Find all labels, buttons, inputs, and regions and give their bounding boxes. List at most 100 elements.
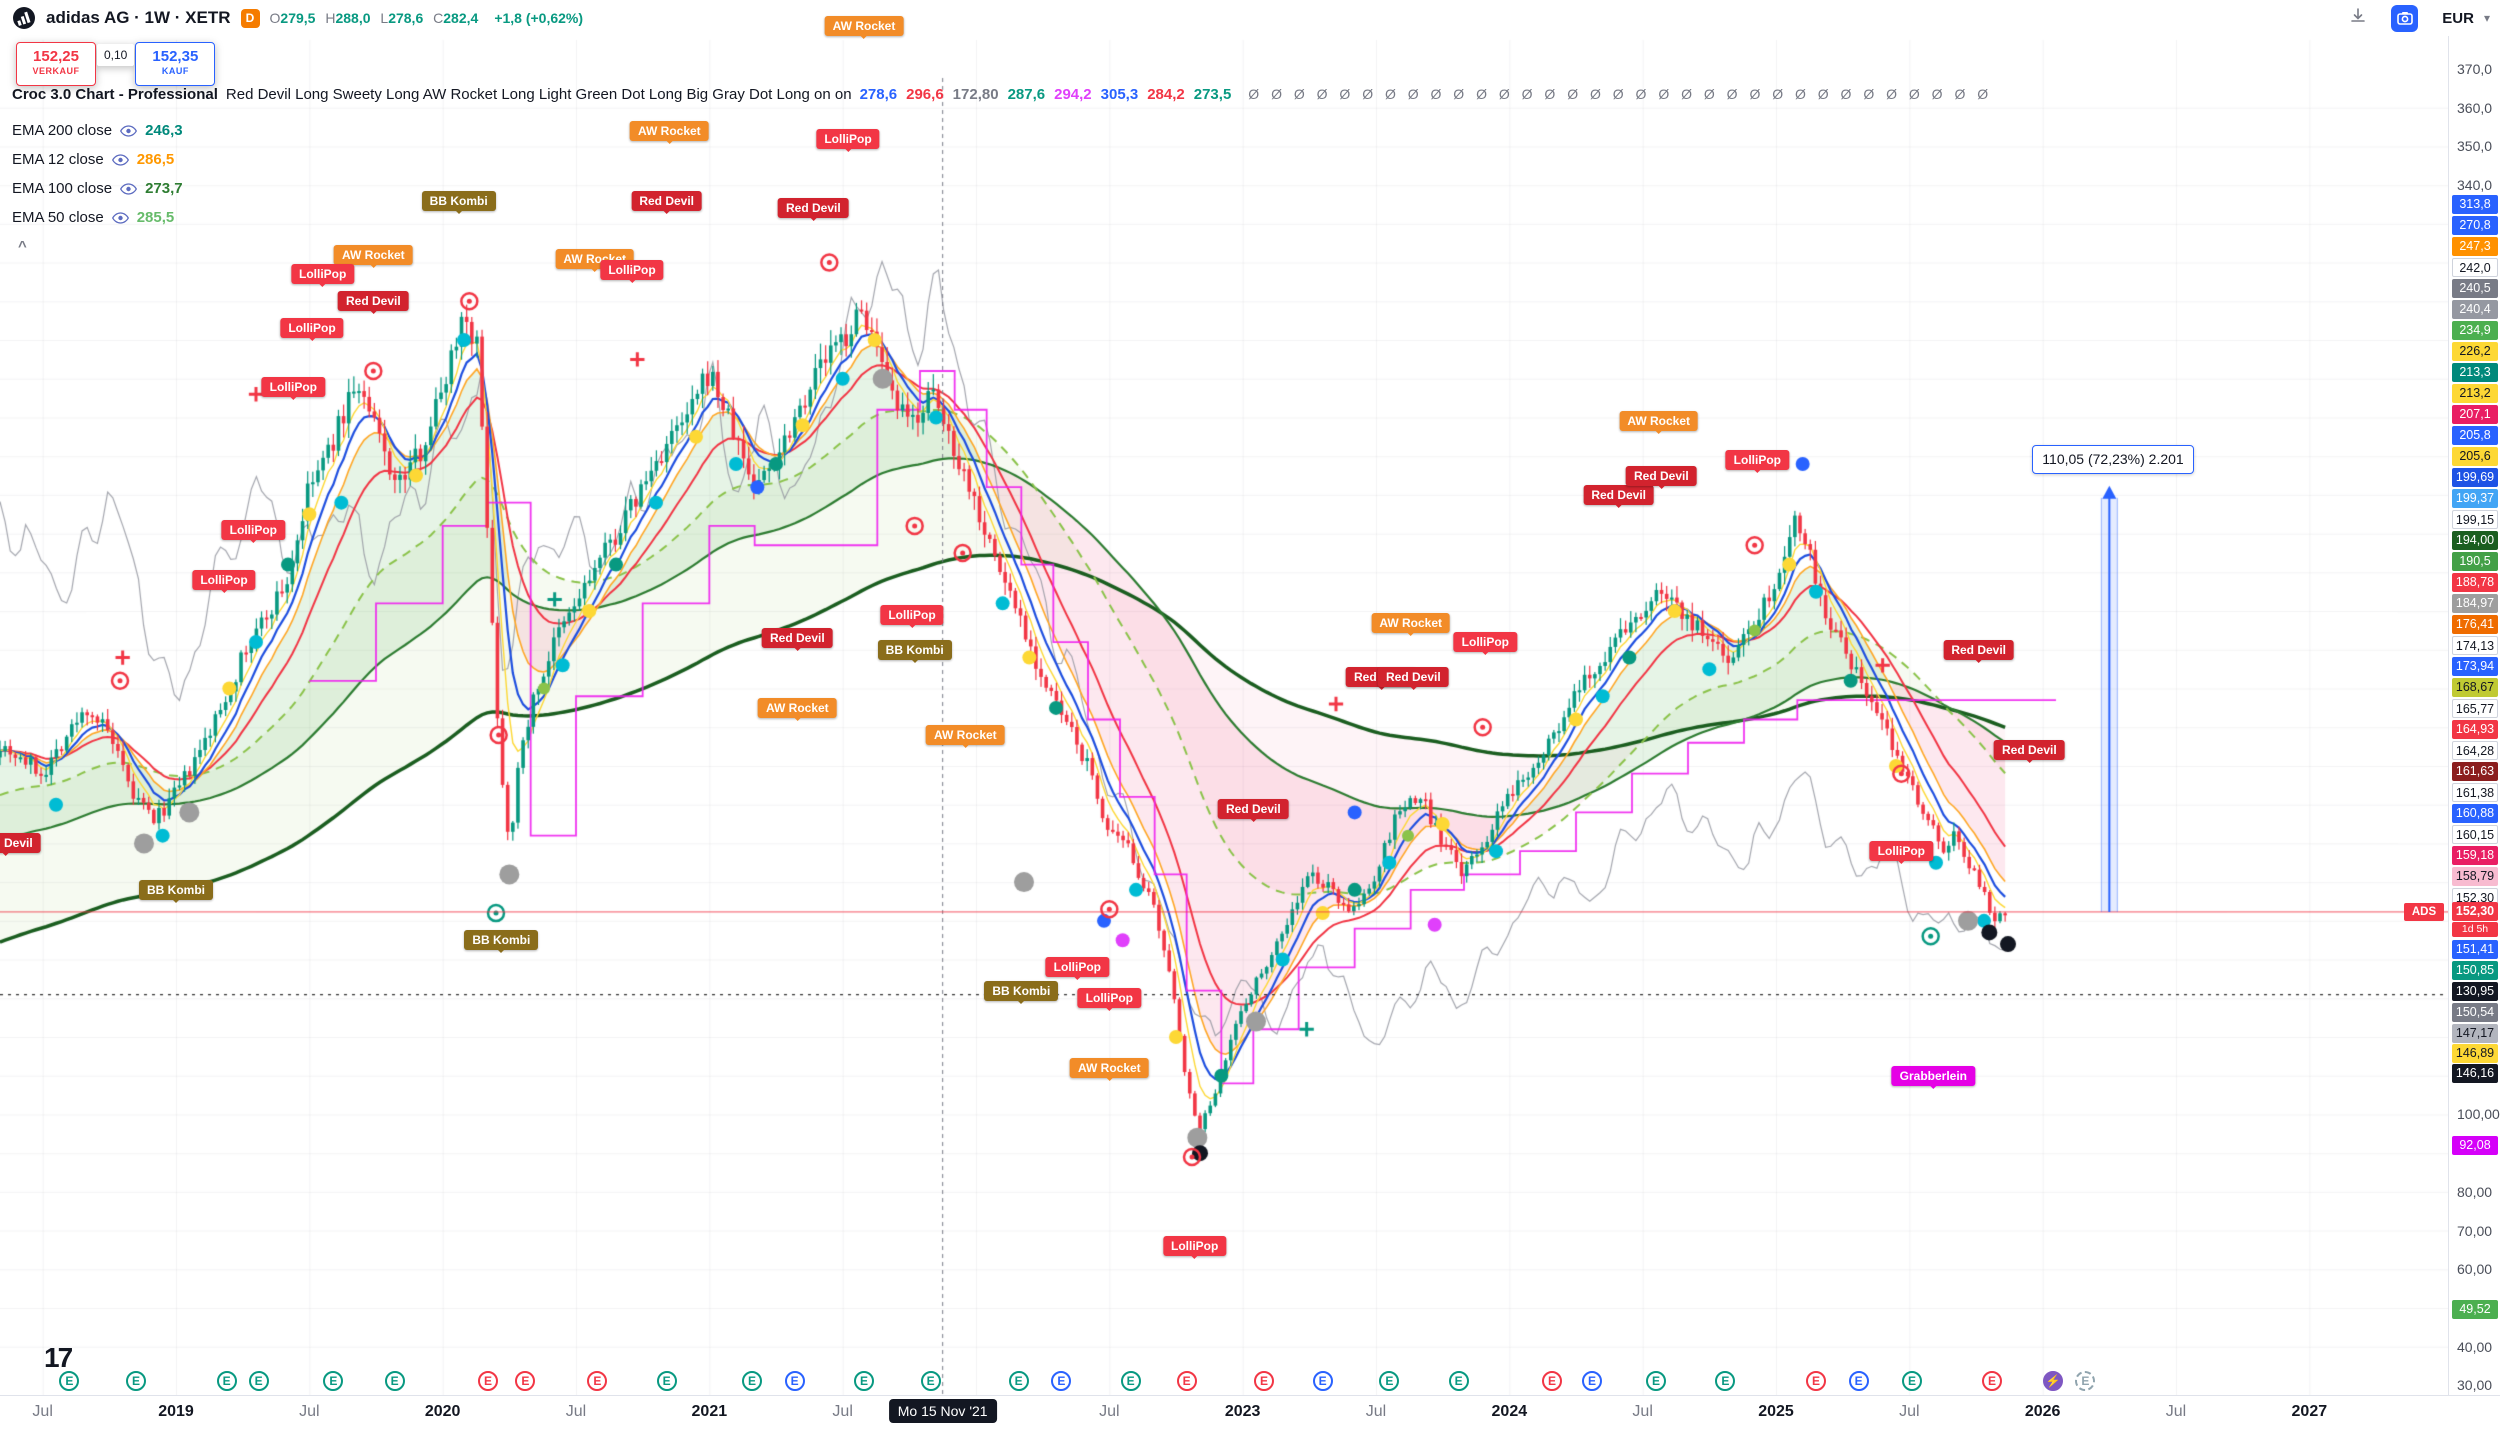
earnings-badge[interactable]: E: [1902, 1371, 1922, 1391]
time-axis-label: Jul: [832, 1403, 853, 1420]
indicator-price-label: 188,78: [2452, 572, 2498, 592]
indicator-price-label: 199,15: [2452, 509, 2498, 529]
indicator-price-label: 199,69: [2452, 467, 2498, 487]
earnings-badge[interactable]: E: [59, 1371, 80, 1391]
earnings-badge[interactable]: E: [515, 1371, 536, 1391]
time-axis[interactable]: Jul 2019 Jul 2020 Jul 2021 Jul Jul 2023 Jul 2024 Ju…: [0, 1395, 2500, 1429]
indicator-price-label: 164,93: [2452, 719, 2498, 739]
legend-collapse-button[interactable]: ^: [18, 238, 27, 255]
tradingview-logo[interactable]: 17: [44, 1342, 73, 1373]
ema-legend-row[interactable]: EMA 100 close 273,7: [12, 174, 183, 203]
sell-price: 152,25: [33, 48, 79, 65]
indicator-value: 273,5: [1193, 86, 1232, 103]
earnings-badge[interactable]: E: [1806, 1371, 1826, 1391]
earnings-badge[interactable]: E: [1646, 1371, 1666, 1391]
price-chart-canvas[interactable]: [0, 0, 2448, 1395]
earnings-badge[interactable]: E: [854, 1371, 874, 1391]
ema-label: EMA 100 close: [12, 180, 113, 197]
camera-icon[interactable]: [2391, 4, 2419, 32]
measure-tool-text: 110,05 (72,23%) 2.201: [2042, 451, 2184, 467]
eye-icon[interactable]: [120, 124, 138, 137]
ema-legend-row[interactable]: EMA 50 close 285,5: [12, 203, 183, 232]
eye-icon[interactable]: [111, 211, 129, 224]
earnings-badge[interactable]: E: [1542, 1371, 1562, 1391]
indicator-header[interactable]: Croc 3.0 Chart - Professional Red Devil …: [12, 86, 1992, 103]
indicator-price-label: 176,41: [2452, 614, 2498, 634]
indicator-price-label: 168,67: [2452, 677, 2498, 697]
sell-label: VERKAUF: [32, 66, 80, 76]
ema-value: 286,5: [136, 151, 175, 168]
price-axis[interactable]: 370,0 360,0 350,0 340,0 100,00 80,00 70,00 60,0…: [2448, 0, 2500, 1395]
indicator-price-label: 194,00: [2452, 530, 2498, 550]
ohlc-readout: O279,5 H288,0 L278,6 C282,4: [269, 10, 479, 26]
indicator-value: 287,6: [1007, 86, 1046, 103]
earnings-badge[interactable]: E: [1008, 1371, 1029, 1391]
indicator-price-label: 184,97: [2452, 593, 2498, 613]
earnings-badge[interactable]: E: [1448, 1371, 1469, 1391]
earnings-badge[interactable]: E: [1176, 1371, 1197, 1391]
indicator-price-label: 226,2: [2452, 341, 2498, 361]
earnings-badge[interactable]: E: [323, 1371, 344, 1391]
earnings-badge[interactable]: E: [742, 1371, 762, 1391]
eye-icon[interactable]: [120, 182, 138, 195]
timeframe-badge[interactable]: D: [240, 8, 260, 28]
download-icon[interactable]: [2349, 7, 2367, 30]
symbol-price-tag: ADS: [2404, 903, 2444, 921]
price-axis-tick: 370,0: [2457, 61, 2493, 77]
price-axis-tick: 360,0: [2457, 99, 2493, 116]
sell-button[interactable]: 152,25 VERKAUF: [16, 42, 96, 86]
time-axis-label: 2021: [691, 1403, 728, 1420]
indicator-price-label: 159,18: [2452, 845, 2498, 865]
eye-icon[interactable]: [111, 153, 129, 166]
measure-tool-label[interactable]: 110,05 (72,23%) 2.201: [2032, 445, 2194, 474]
earnings-badge[interactable]: ⚡: [2043, 1371, 2064, 1391]
earnings-badge[interactable]: E: [248, 1371, 269, 1391]
earnings-badge[interactable]: E: [920, 1371, 941, 1391]
price-axis-tick: 70,00: [2457, 1222, 2493, 1239]
time-axis-label: 2024: [1491, 1403, 1528, 1420]
time-axis-label: 2025: [1758, 1403, 1794, 1420]
buy-sell-widget: 152,25 VERKAUF 0,10 152,35 KAUF: [16, 42, 216, 86]
earnings-badge[interactable]: E: [1715, 1371, 1736, 1391]
earnings-badge[interactable]: E: [1312, 1371, 1333, 1391]
price-axis-tick: 40,00: [2457, 1338, 2493, 1355]
earnings-badge[interactable]: E: [384, 1371, 405, 1391]
earnings-badge[interactable]: E: [656, 1371, 677, 1391]
earnings-badge[interactable]: E: [1254, 1371, 1274, 1391]
earnings-badge[interactable]: E: [587, 1371, 608, 1391]
earnings-badge[interactable]: E: [478, 1371, 498, 1391]
ema-label: EMA 50 close: [12, 209, 104, 226]
currency-selector[interactable]: EUR: [2442, 9, 2474, 27]
earnings-badge[interactable]: E: [2075, 1371, 2096, 1391]
buy-button[interactable]: 152,35 KAUF: [135, 42, 216, 86]
indicator-price-label: 247,3: [2452, 236, 2498, 256]
indicator-price-label: 205,6: [2452, 446, 2498, 466]
indicator-price-label: 130,95: [2452, 981, 2498, 1001]
ema-legend-row[interactable]: EMA 200 close 246,3: [12, 116, 183, 145]
ema-legend-row[interactable]: EMA 12 close 286,5: [12, 145, 183, 174]
indicator-price-label: 240,4: [2452, 299, 2498, 319]
earnings-badge[interactable]: E: [1379, 1371, 1400, 1391]
earnings-badge[interactable]: E: [1051, 1371, 1072, 1391]
indicator-price-label: 160,15: [2452, 824, 2498, 844]
price-axis-tick: 340,0: [2457, 177, 2493, 194]
countdown-label: 1d 5h: [2452, 922, 2498, 938]
indicator-price-label: 165,77: [2452, 698, 2498, 718]
earnings-badge[interactable]: E: [784, 1371, 805, 1391]
symbol-title[interactable]: adidas AG · 1W · XETR: [46, 8, 231, 27]
time-axis-label: Jul: [2165, 1403, 2187, 1420]
earnings-badge[interactable]: E: [1582, 1371, 1602, 1391]
indicator-price-label: 205,8: [2452, 425, 2498, 445]
earnings-badge[interactable]: E: [216, 1371, 237, 1391]
indicator-price-label: 150,54: [2452, 1002, 2498, 1022]
chevron-down-icon[interactable]: ▾: [2483, 11, 2490, 25]
adidas-logo: [12, 6, 36, 30]
earnings-badge[interactable]: E: [1982, 1371, 2002, 1391]
earnings-badge[interactable]: E: [125, 1371, 146, 1391]
indicator-price-label: 213,2: [2452, 383, 2498, 403]
indicator-values: 278,6 296,6 172,80 287,6 294,2 305,3 284,2 273,…: [860, 86, 1241, 103]
earnings-badge[interactable]: E: [1120, 1371, 1141, 1391]
earnings-badge[interactable]: E: [1848, 1371, 1869, 1391]
indicator-price-label: 190,5: [2452, 551, 2498, 571]
indicator-price-label: 151,41: [2452, 939, 2498, 959]
